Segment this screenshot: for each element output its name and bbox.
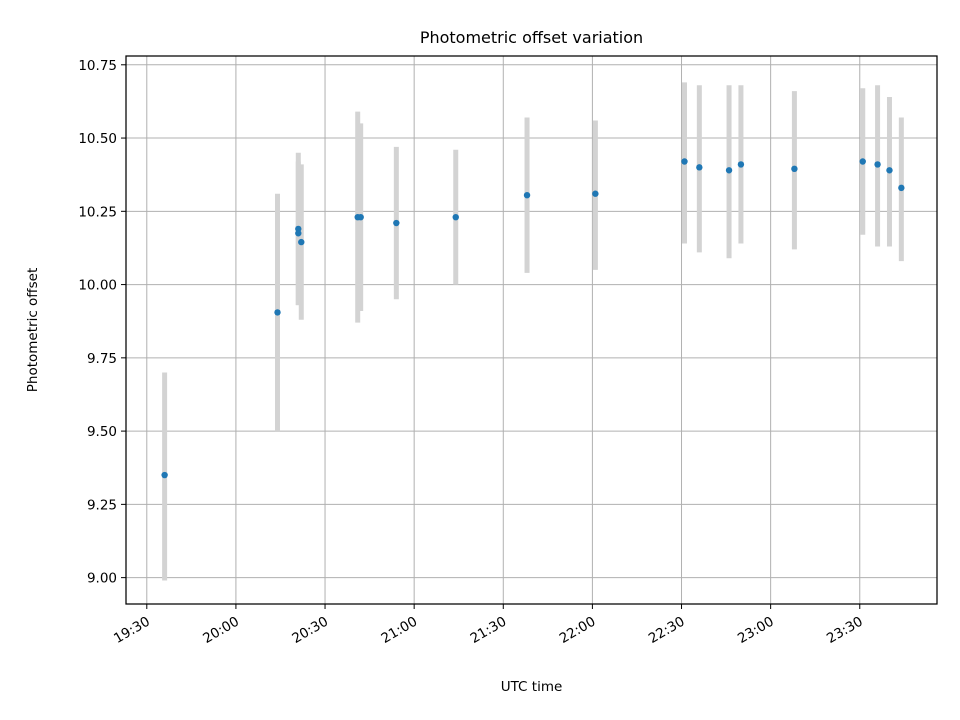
- data-point: [452, 213, 459, 221]
- chart-title: Photometric offset variation: [420, 28, 643, 47]
- data-point: [592, 190, 599, 197]
- data-point: [161, 471, 168, 479]
- data-point: [295, 230, 302, 237]
- data-point: [274, 309, 281, 316]
- data-point: [886, 167, 893, 174]
- data-point: [295, 225, 302, 233]
- y-tick-label: 9.25: [87, 497, 117, 513]
- y-tick-label: 9.75: [87, 351, 117, 367]
- y-tick-label: 10.50: [78, 131, 117, 147]
- y-tick-label: 10.25: [78, 204, 117, 220]
- data-point: [681, 158, 688, 165]
- data-point: [523, 191, 531, 199]
- data-point: [696, 164, 703, 171]
- grid-layer: [126, 56, 937, 604]
- data-point: [737, 161, 745, 168]
- data-point: [357, 213, 364, 221]
- y-axis-label: Photometric offset: [25, 268, 41, 392]
- x-axis-label: UTC time: [501, 679, 563, 695]
- y-tick-label: 10.75: [78, 58, 117, 74]
- data-point: [874, 161, 881, 168]
- data-point: [393, 219, 400, 227]
- y-tick-label: 10.00: [78, 278, 117, 294]
- y-tick-label: 9.50: [87, 424, 117, 440]
- plot-frame: [125, 55, 938, 605]
- point-layer: [161, 158, 905, 479]
- data-point: [791, 165, 798, 173]
- y-tick-label: 9.00: [87, 571, 117, 587]
- data-point: [859, 158, 866, 165]
- data-point: [898, 184, 905, 192]
- data-point: [725, 167, 733, 174]
- data-point: [298, 238, 305, 246]
